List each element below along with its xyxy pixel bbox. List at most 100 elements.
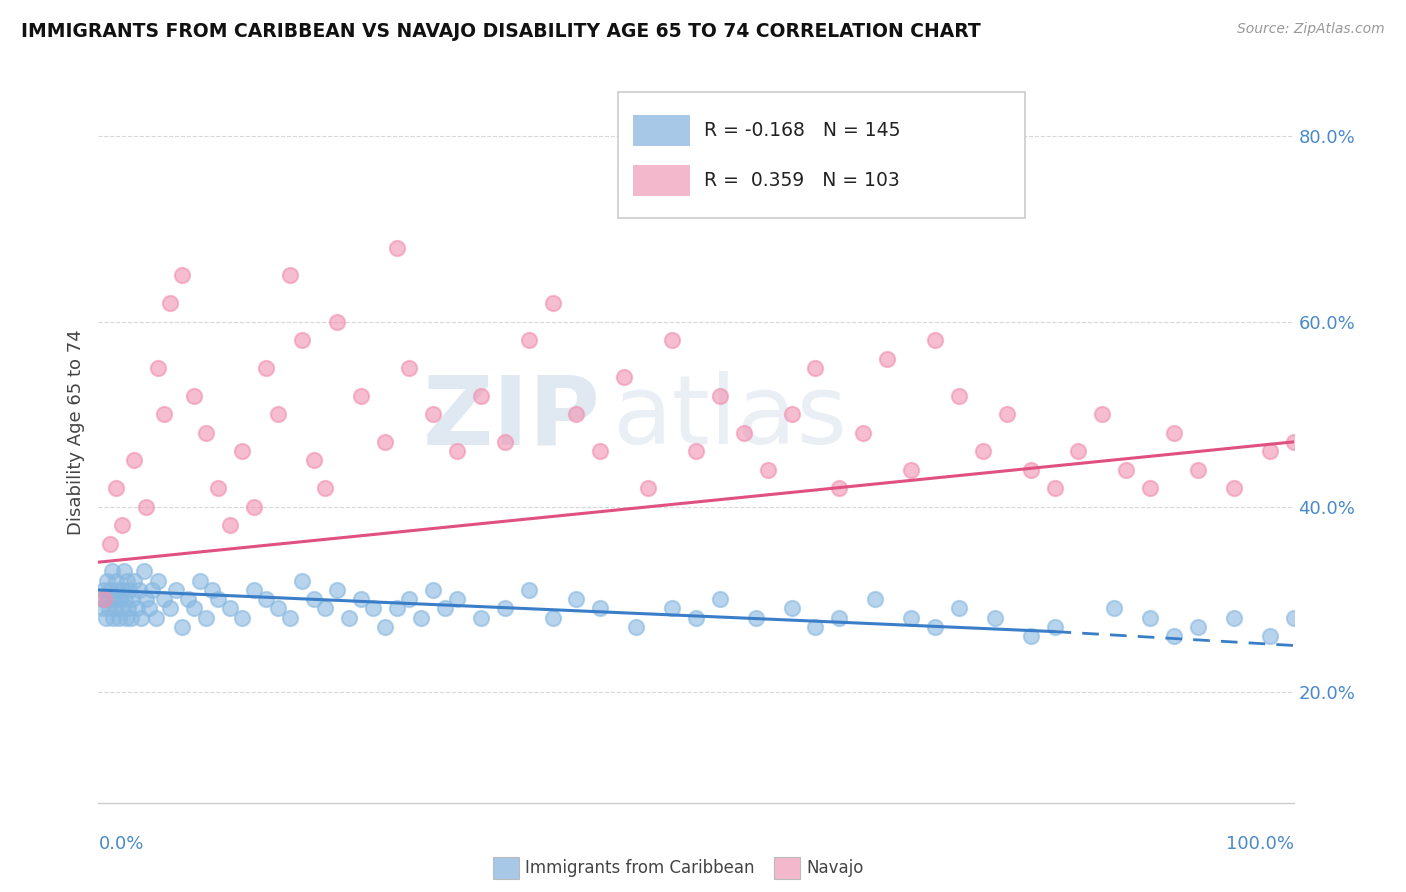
Text: 100.0%: 100.0%	[1226, 835, 1294, 853]
Point	[733, 425, 755, 440]
Point	[98, 536, 122, 550]
Point	[948, 601, 970, 615]
Point	[900, 462, 922, 476]
Point	[1043, 481, 1066, 495]
Bar	[773, 857, 800, 879]
Point	[159, 601, 181, 615]
Point	[972, 444, 994, 458]
Text: IMMIGRANTS FROM CARIBBEAN VS NAVAJO DISABILITY AGE 65 TO 74 CORRELATION CHART: IMMIGRANTS FROM CARIBBEAN VS NAVAJO DISA…	[21, 22, 981, 41]
Point	[1115, 462, 1137, 476]
Point	[1091, 407, 1114, 421]
Point	[98, 601, 121, 615]
Point	[243, 582, 266, 597]
Point	[995, 407, 1018, 421]
Point	[145, 611, 167, 625]
Point	[470, 389, 492, 403]
Point	[1223, 611, 1246, 625]
Point	[374, 620, 396, 634]
Point	[188, 574, 211, 588]
Point	[153, 592, 176, 607]
Point	[804, 620, 827, 634]
Point	[1223, 481, 1246, 495]
Point	[589, 601, 612, 615]
Point	[120, 611, 142, 625]
Point	[278, 268, 301, 283]
Point	[172, 268, 194, 283]
Point	[302, 453, 325, 467]
Point	[1282, 611, 1305, 625]
Point	[1163, 425, 1185, 440]
Point	[685, 444, 707, 458]
Point	[900, 611, 922, 625]
Point	[231, 444, 253, 458]
Point	[924, 333, 946, 347]
Point	[780, 601, 803, 615]
Point	[494, 601, 516, 615]
Point	[124, 453, 146, 467]
Point	[125, 601, 148, 615]
Point	[865, 592, 887, 607]
Point	[948, 389, 970, 403]
Point	[94, 611, 117, 625]
Point	[267, 407, 290, 421]
Point	[254, 360, 277, 375]
Point	[114, 592, 136, 607]
Point	[107, 582, 129, 597]
Point	[183, 389, 205, 403]
Point	[1187, 462, 1209, 476]
Point	[111, 582, 134, 597]
Point	[254, 592, 277, 607]
Point	[135, 500, 157, 514]
Point	[828, 611, 851, 625]
Point	[517, 582, 540, 597]
Point	[852, 425, 875, 440]
Point	[541, 611, 564, 625]
Point	[101, 611, 124, 625]
Point	[201, 582, 224, 597]
Point	[804, 360, 827, 375]
Point	[446, 444, 468, 458]
Point	[984, 611, 1007, 625]
Point	[924, 620, 946, 634]
Text: atlas: atlas	[613, 371, 848, 465]
Point	[278, 611, 301, 625]
Point	[110, 601, 132, 615]
Point	[177, 592, 200, 607]
Point	[291, 333, 314, 347]
Point	[411, 611, 433, 625]
Point	[374, 434, 396, 449]
Point	[138, 601, 160, 615]
Point	[494, 434, 516, 449]
Point	[828, 481, 851, 495]
Point	[1019, 462, 1042, 476]
Point	[780, 407, 803, 421]
Text: R = -0.168   N = 145: R = -0.168 N = 145	[704, 121, 901, 140]
Text: Navajo: Navajo	[806, 859, 863, 877]
Point	[107, 611, 129, 625]
Point	[541, 296, 564, 310]
Point	[231, 611, 253, 625]
Point	[745, 611, 768, 625]
Point	[219, 601, 242, 615]
Point	[112, 565, 135, 579]
Point	[1282, 434, 1305, 449]
Point	[398, 592, 420, 607]
Text: Immigrants from Caribbean: Immigrants from Caribbean	[524, 859, 755, 877]
Point	[446, 592, 468, 607]
Point	[565, 592, 588, 607]
Point	[153, 407, 176, 421]
Point	[876, 351, 898, 366]
Point	[709, 389, 731, 403]
Point	[115, 611, 138, 625]
Point	[1258, 629, 1281, 643]
Point	[1139, 481, 1161, 495]
Point	[434, 601, 457, 615]
Point	[111, 518, 134, 533]
Point	[385, 601, 409, 615]
Point	[565, 407, 588, 421]
Point	[124, 574, 146, 588]
Point	[128, 582, 150, 597]
Y-axis label: Disability Age 65 to 74: Disability Age 65 to 74	[66, 330, 84, 535]
Point	[165, 582, 187, 597]
Point	[91, 592, 114, 607]
